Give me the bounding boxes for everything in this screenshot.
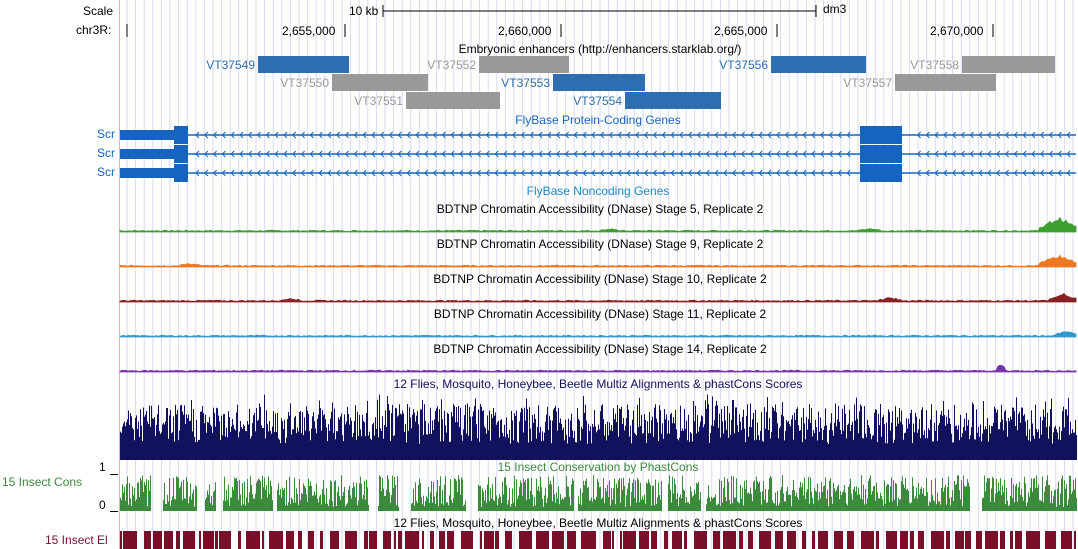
enhancer-bar xyxy=(625,92,721,109)
dnase-title-stage10: BDTNP Chromatin Accessibility (DNase) St… xyxy=(433,272,767,286)
phastcons-tick-max: 1 xyxy=(99,460,106,474)
elements-side-label[interactable]: 15 Insect El xyxy=(45,533,108,547)
enhancer-bar xyxy=(332,74,428,91)
scale-label: Scale xyxy=(83,4,114,18)
enhancer-item-vt37551[interactable]: VT37551 xyxy=(354,92,500,109)
multiz-track[interactable]: 12 Flies, Mosquito, Honeybee, Beetle Mul… xyxy=(120,377,1077,460)
enhancer-item-vt37556[interactable]: VT37556 xyxy=(719,56,866,73)
elements-track[interactable]: 12 Flies, Mosquito, Honeybee, Beetle Mul… xyxy=(120,516,1076,549)
scale-bar: 10 kb dm3 xyxy=(349,2,847,18)
dnase-signal-3 xyxy=(119,292,1077,303)
position-tick-label-4: 2,670,000 xyxy=(930,24,984,38)
enhancer-label: VT37556 xyxy=(719,58,768,72)
enhancers-track-title: Embryonic enhancers (http://enhancers.st… xyxy=(459,42,742,56)
enhancer-label: VT37552 xyxy=(427,58,476,72)
genes-track-title: FlyBase Protein-Coding Genes xyxy=(515,113,680,127)
dnase-signal-1 xyxy=(119,216,1077,233)
enhancer-item-vt37552[interactable]: VT37552 xyxy=(427,56,569,73)
enhancer-label: VT37550 xyxy=(280,76,329,90)
gene-side-label-1[interactable]: Scr xyxy=(97,127,115,141)
dnase-title-stage9: BDTNP Chromatin Accessibility (DNase) St… xyxy=(437,237,764,251)
dnase-title-stage14: BDTNP Chromatin Accessibility (DNase) St… xyxy=(433,342,767,356)
scale-bar-label: 10 kb xyxy=(349,4,379,18)
enhancer-item-vt37558[interactable]: VT37558 xyxy=(910,56,1055,73)
multiz-track-title: 12 Flies, Mosquito, Honeybee, Beetle Mul… xyxy=(394,377,803,391)
dnase-signal-4 xyxy=(119,331,1077,338)
enhancer-label: VT37553 xyxy=(501,76,550,90)
enhancer-bar xyxy=(895,74,996,91)
dnase-tracks[interactable]: BDTNP Chromatin Accessibility (DNase) St… xyxy=(119,202,1077,373)
gene-model-scr-1[interactable] xyxy=(120,126,1076,144)
gene-model-scr-2[interactable] xyxy=(120,145,1076,163)
enhancer-bar xyxy=(258,56,349,73)
phastcons-side-label[interactable]: 15 Insect Cons xyxy=(2,475,83,489)
position-tick-label-3: 2,665,000 xyxy=(714,24,768,38)
position-tick-label-1: 2,655,000 xyxy=(282,24,336,38)
enhancer-item-vt37550[interactable]: VT37550 xyxy=(280,74,428,91)
label-column: Scale chr3R: Scr Scr Scr 15 Insect Cons … xyxy=(0,0,118,549)
enhancer-label: VT37549 xyxy=(206,58,255,72)
enhancer-item-vt37553[interactable]: VT37553 xyxy=(501,74,645,91)
phastcons-track-title: 15 Insect Conservation by PhastCons xyxy=(498,460,699,474)
enhancer-label: VT37558 xyxy=(910,58,959,72)
enhancer-bar xyxy=(553,74,645,91)
phastcons-signal xyxy=(120,475,1077,511)
gene-model-scr-3[interactable] xyxy=(120,164,1076,182)
enhancer-item-vt37554[interactable]: VT37554 xyxy=(573,92,721,109)
phastcons-tick-min: 0 xyxy=(99,498,106,512)
enhancer-label: VT37551 xyxy=(354,94,403,108)
dnase-signal-2 xyxy=(119,254,1077,268)
enhancer-bar xyxy=(406,92,500,109)
enhancers-track[interactable]: Embryonic enhancers (http://enhancers.st… xyxy=(206,42,1055,109)
phastcons-track[interactable]: 15 Insect Conservation by PhastCons xyxy=(110,460,1077,512)
noncoding-track-title: FlyBase Noncoding Genes xyxy=(527,184,670,198)
enhancer-label: VT37554 xyxy=(573,94,622,108)
dnase-title-stage11: BDTNP Chromatin Accessibility (DNase) St… xyxy=(434,307,767,321)
enhancer-item-vt37557[interactable]: VT37557 xyxy=(843,74,996,91)
genes-track[interactable]: FlyBase Protein-Coding Genes xyxy=(120,113,1076,182)
enhancer-label: VT37557 xyxy=(843,76,892,90)
gene-side-label-2[interactable]: Scr xyxy=(97,146,115,160)
enhancer-bar xyxy=(771,56,866,73)
assembly-label: dm3 xyxy=(823,2,847,16)
gene-side-label-3[interactable]: Scr xyxy=(97,165,115,179)
position-ruler: 2,655,000 2,660,000 2,665,000 2,670,000 xyxy=(126,24,994,38)
enhancer-item-vt37549[interactable]: VT37549 xyxy=(206,56,349,73)
position-tick-label-2: 2,660,000 xyxy=(498,24,552,38)
elements-track-title: 12 Flies, Mosquito, Honeybee, Beetle Mul… xyxy=(394,516,803,530)
enhancer-bar xyxy=(479,56,569,73)
multiz-signal xyxy=(120,394,1077,460)
conserved-elements xyxy=(120,531,1076,549)
chrom-label: chr3R: xyxy=(76,23,112,37)
enhancer-bar xyxy=(962,56,1055,73)
dnase-signal-5 xyxy=(119,364,1077,373)
dnase-title-stage5: BDTNP Chromatin Accessibility (DNase) St… xyxy=(437,202,764,216)
